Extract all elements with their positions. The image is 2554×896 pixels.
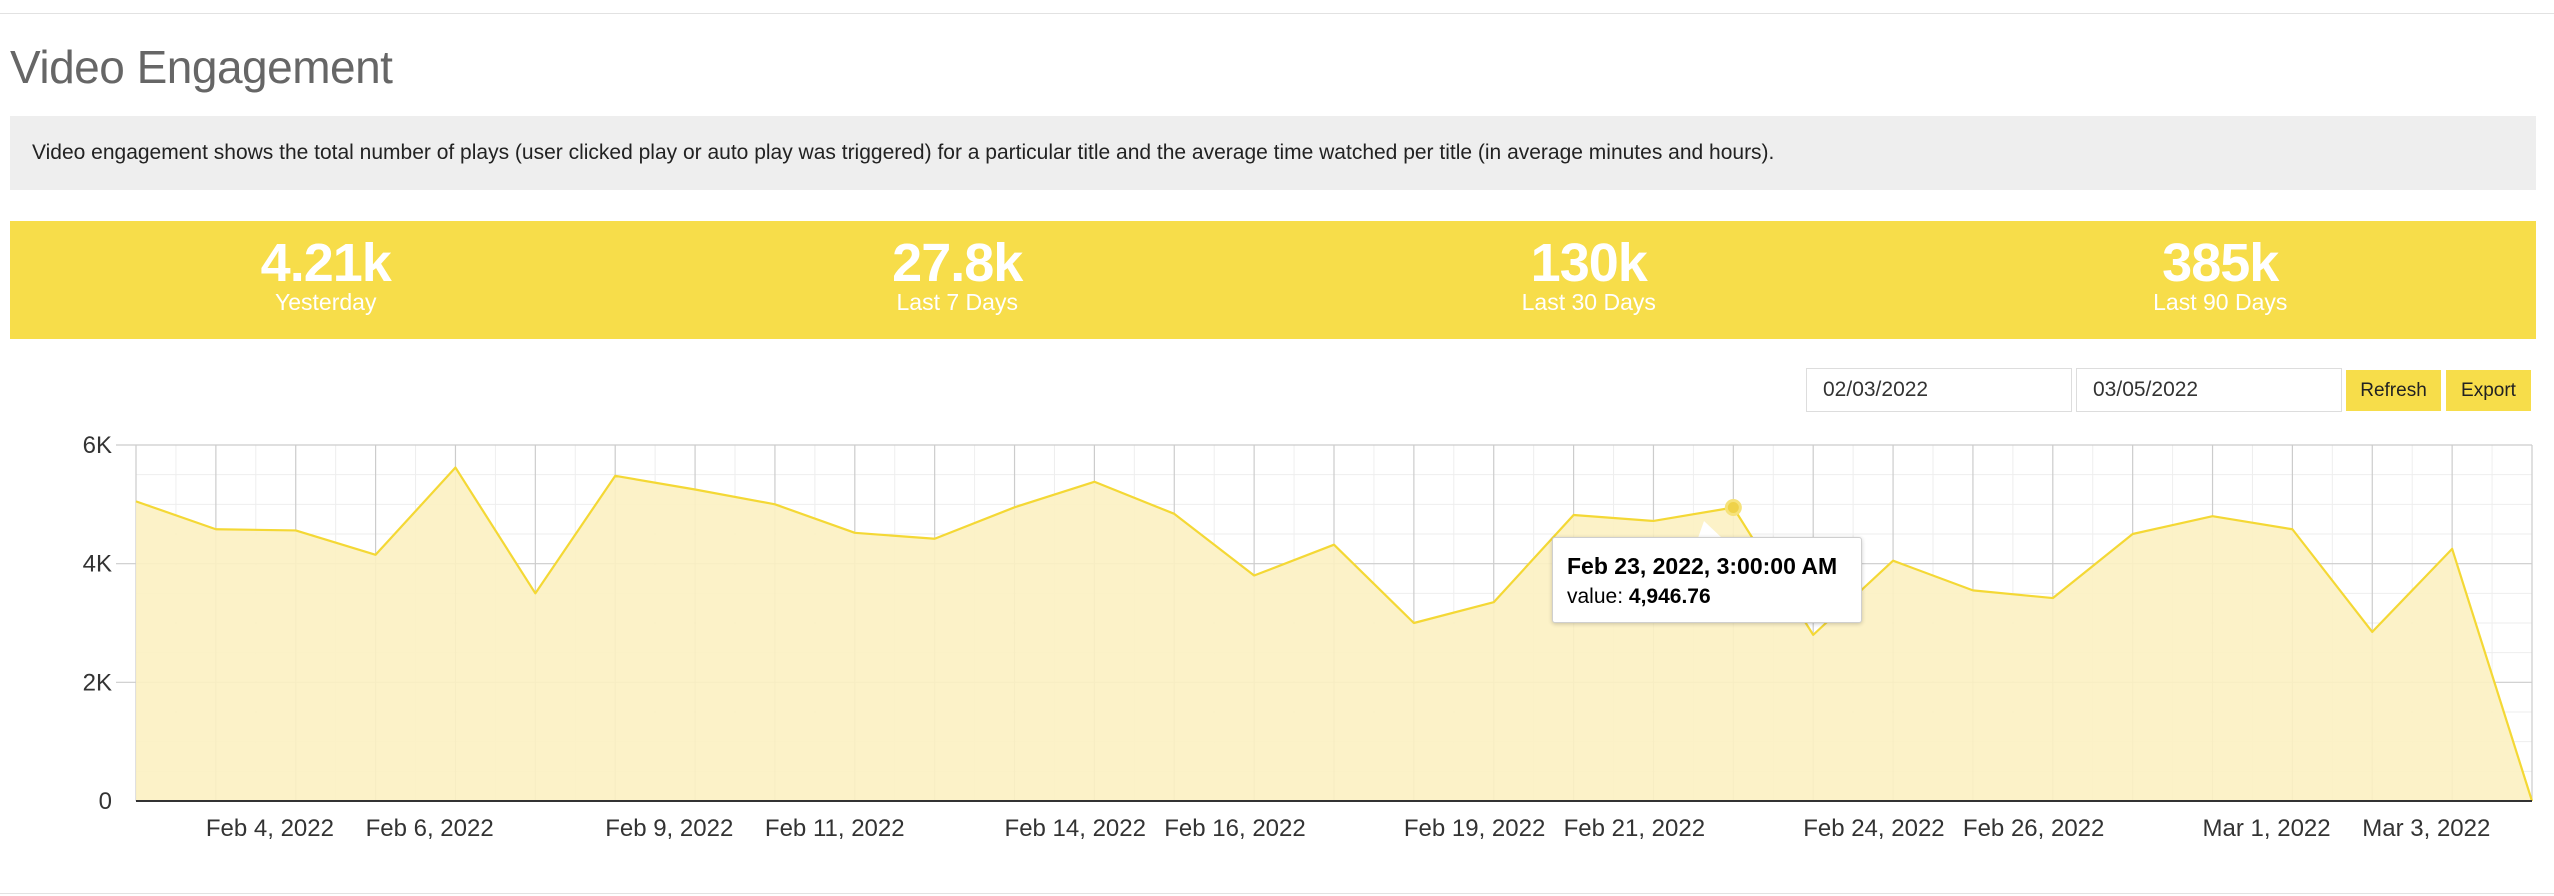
tooltip-pointer — [1698, 521, 1722, 538]
chart-tooltip: Feb 23, 2022, 3:00:00 AM value: 4,946.76 — [1552, 537, 1862, 623]
stat-value: 4.21k — [260, 233, 392, 293]
description-panel: Video engagement shows the total number … — [10, 116, 2536, 190]
bottom-divider — [0, 893, 2554, 894]
tooltip-value: 4,946.76 — [1628, 584, 1711, 608]
tooltip-title: Feb 23, 2022, 3:00:00 AM — [1567, 553, 1838, 579]
date-from-input[interactable] — [1806, 368, 2072, 412]
stat-last-7-days: 27.8k Last 7 Days — [642, 221, 1274, 339]
y-tick-label: 2K — [83, 669, 112, 696]
stat-label: Last 90 Days — [2153, 288, 2288, 315]
x-tick-label: Feb 21, 2022 — [1564, 815, 1705, 842]
date-to-input[interactable] — [2076, 368, 2342, 412]
hover-point-marker — [1724, 498, 1742, 516]
y-axis-labels: 0 2K 4K 6K — [83, 432, 112, 815]
stat-value: 130k — [1530, 233, 1648, 293]
x-tick-label: Feb 11, 2022 — [765, 815, 905, 842]
stat-last-30-days: 130k Last 30 Days — [1273, 221, 1905, 339]
tooltip-value-line: value: 4,946.76 — [1567, 582, 1861, 611]
x-tick-label: Mar 1, 2022 — [2203, 815, 2331, 842]
top-divider — [0, 13, 2554, 14]
series-area — [136, 467, 2532, 801]
x-tick-label: Feb 26, 2022 — [1963, 815, 2104, 842]
marker-layer — [1724, 498, 1742, 516]
stat-label: Yesterday — [275, 288, 377, 315]
area-layer — [135, 466, 2534, 802]
x-tick-label: Feb 19, 2022 — [1404, 815, 1545, 842]
x-tick-label: Feb 6, 2022 — [366, 815, 494, 842]
y-tick-label: 4K — [83, 551, 112, 578]
x-tick-label: Feb 9, 2022 — [605, 815, 733, 842]
x-tick-label: Feb 4, 2022 — [206, 815, 334, 842]
export-button[interactable]: Export — [2446, 370, 2531, 411]
stat-yesterday: 4.21k Yesterday — [10, 221, 642, 339]
stat-label: Last 7 Days — [896, 288, 1018, 315]
x-tick-label: Feb 16, 2022 — [1164, 815, 1305, 842]
description-text: Video engagement shows the total number … — [32, 141, 1775, 164]
stat-value: 27.8k — [892, 233, 1023, 293]
x-tick-label: Mar 3, 2022 — [2362, 815, 2490, 842]
x-axis-labels: Feb 4, 2022 Feb 6, 2022 Feb 9, 2022 Feb 11,… — [206, 815, 2490, 842]
y-tick-label: 0 — [99, 788, 112, 815]
stat-last-90-days: 385k Last 90 Days — [1905, 221, 2537, 339]
stat-value: 385k — [2162, 233, 2279, 293]
tooltip-value-label: value: — [1567, 584, 1624, 608]
engagement-chart[interactable]: 0 2K 4K 6K Feb 4, 2022 Feb 6, 2022 Feb 9, 202… — [0, 420, 2554, 860]
x-tick-label: Feb 14, 2022 — [1005, 815, 1146, 842]
y-tick-label: 6K — [83, 432, 112, 459]
refresh-button[interactable]: Refresh — [2346, 370, 2441, 411]
stat-label: Last 30 Days — [1521, 288, 1656, 315]
stats-band: 4.21k Yesterday 27.8k Last 7 Days 130k L… — [10, 221, 2536, 339]
page-title: Video Engagement — [10, 41, 393, 93]
x-tick-label: Feb 24, 2022 — [1803, 815, 1944, 842]
series-line — [135, 466, 2534, 802]
